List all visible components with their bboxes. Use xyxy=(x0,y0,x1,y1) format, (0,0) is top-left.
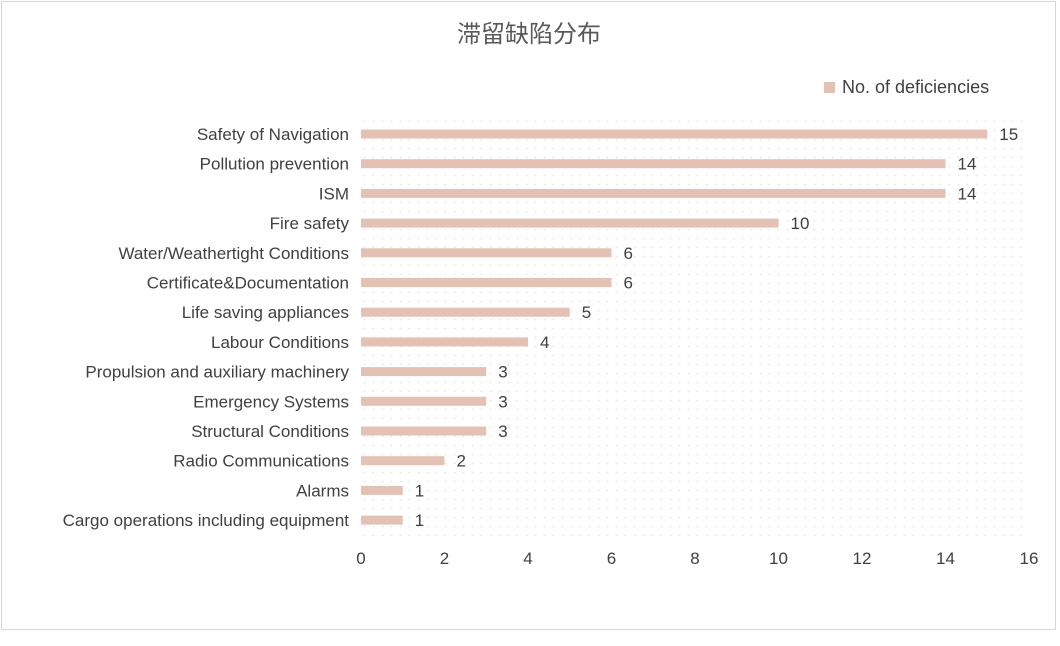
bar xyxy=(361,515,403,525)
x-tick-label: 0 xyxy=(356,549,365,568)
category-label: Alarms xyxy=(296,481,349,500)
chart-title: 滞留缺陷分布 xyxy=(457,20,601,48)
x-tick-label: 8 xyxy=(690,549,699,568)
legend: No. of deficiencies xyxy=(824,76,989,98)
category-label: Labour Conditions xyxy=(211,333,349,352)
bar xyxy=(361,426,487,436)
data-label: 6 xyxy=(624,244,633,263)
category-label: Emergency Systems xyxy=(193,392,349,411)
bar xyxy=(361,396,487,406)
bar xyxy=(361,188,946,198)
x-tick-label: 10 xyxy=(769,549,788,568)
bar xyxy=(361,218,779,228)
data-label: 1 xyxy=(415,481,424,500)
x-tick-label: 12 xyxy=(853,549,872,568)
data-label: 6 xyxy=(624,274,633,293)
legend-swatch xyxy=(824,81,835,93)
category-label: Safety of Navigation xyxy=(197,125,349,144)
data-label: 15 xyxy=(999,125,1018,144)
data-label: 5 xyxy=(582,303,591,322)
category-label: Cargo operations including equipment xyxy=(63,511,350,530)
category-label: Water/Weathertight Conditions xyxy=(118,244,349,263)
bar xyxy=(361,485,403,495)
category-label: Fire safety xyxy=(270,214,350,233)
bar xyxy=(361,337,528,347)
legend-label: No. of deficiencies xyxy=(842,76,990,97)
category-label: Life saving appliances xyxy=(182,303,349,322)
data-label: 4 xyxy=(540,333,549,352)
x-tick-label: 6 xyxy=(607,549,616,568)
bar xyxy=(361,248,612,258)
category-label: Radio Communications xyxy=(173,452,349,471)
x-tick-label: 14 xyxy=(936,549,955,568)
bar xyxy=(361,159,946,169)
bar xyxy=(361,456,445,466)
category-label: Certificate&Documentation xyxy=(147,274,349,293)
bar xyxy=(361,278,612,287)
data-label: 14 xyxy=(958,184,977,203)
data-label: 3 xyxy=(498,392,507,411)
x-tick-label: 2 xyxy=(440,549,449,568)
category-label: Structural Conditions xyxy=(191,422,349,441)
plot-area xyxy=(361,120,1029,536)
data-label: 1 xyxy=(415,511,424,530)
category-label: Propulsion and auxiliary machinery xyxy=(85,363,349,382)
category-label: ISM xyxy=(319,184,349,203)
data-label: 14 xyxy=(958,155,977,174)
bar xyxy=(361,367,487,377)
data-label: 2 xyxy=(457,452,466,471)
bar xyxy=(361,129,988,139)
x-tick-label: 4 xyxy=(523,549,532,568)
data-label: 10 xyxy=(791,214,810,233)
category-label: Pollution prevention xyxy=(200,155,349,174)
bar xyxy=(361,307,570,317)
data-label: 3 xyxy=(498,422,507,441)
data-label: 3 xyxy=(498,363,507,382)
x-tick-label: 16 xyxy=(1020,549,1039,568)
